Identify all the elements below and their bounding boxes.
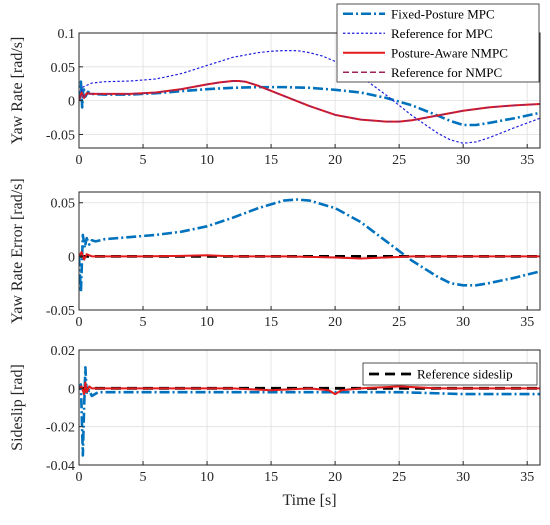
y-tick-label: -0.05 bbox=[46, 304, 75, 319]
x-tick-label: 5 bbox=[140, 470, 147, 485]
x-tick-label: 0 bbox=[76, 153, 83, 168]
y-tick-label: -0.05 bbox=[46, 128, 75, 143]
y-tick-label: -0.04 bbox=[46, 459, 75, 474]
x-tick-label: 30 bbox=[456, 470, 470, 485]
y-axis-label: Yaw Rate Error [rad/s] bbox=[9, 178, 26, 323]
x-tick-label: 20 bbox=[328, 315, 342, 330]
series-line-2 bbox=[79, 381, 540, 396]
y-tick-label: 0.02 bbox=[51, 344, 76, 359]
x-tick-label: 10 bbox=[200, 470, 214, 485]
x-tick-label: 25 bbox=[392, 315, 406, 330]
x-tick-label: 0 bbox=[76, 470, 83, 485]
y-tick-label: -0.02 bbox=[46, 421, 75, 436]
legend-entry-label: Fixed-Posture MPC bbox=[391, 6, 495, 21]
axes-box bbox=[78, 32, 541, 149]
legend-entry-label: Posture-Aware NMPC bbox=[391, 45, 508, 60]
x-tick-label: 35 bbox=[520, 153, 534, 168]
legend: Reference sideslip bbox=[362, 362, 538, 386]
x-tick-label: 0 bbox=[76, 315, 83, 330]
x-tick-label: 35 bbox=[520, 470, 534, 485]
legend-entry-label: Reference for MPC bbox=[391, 26, 493, 41]
axes-box bbox=[78, 191, 541, 311]
series-line-1 bbox=[79, 198, 540, 294]
y-tick-label: 0 bbox=[68, 250, 75, 265]
y-tick-label: 0 bbox=[68, 382, 75, 397]
x-tick-label: 5 bbox=[140, 315, 147, 330]
sideslip-panel: 0 5 10 15 20 25 30 35 -0.04 -0.02 0 0.02 Sideslip [r… bbox=[9, 344, 541, 509]
series-line-3 bbox=[79, 80, 540, 123]
series-line-0 bbox=[79, 80, 540, 127]
x-tick-label: 10 bbox=[200, 153, 214, 168]
x-tick-label: 15 bbox=[264, 470, 278, 485]
x-axis-label: Time [s] bbox=[282, 492, 336, 509]
x-tick-label: 10 bbox=[200, 315, 214, 330]
x-tick-label: 25 bbox=[392, 153, 406, 168]
axes-box bbox=[78, 349, 541, 466]
x-tick-label: 20 bbox=[328, 470, 342, 485]
x-tick-label: 30 bbox=[456, 153, 470, 168]
x-tick-label: 20 bbox=[328, 153, 342, 168]
y-tick-label: 0.05 bbox=[51, 197, 76, 212]
y-tick-label: 0.05 bbox=[51, 61, 76, 76]
y-axis-label: Yaw Rate [rad/s] bbox=[9, 37, 26, 145]
x-tick-label: 5 bbox=[140, 153, 147, 168]
series-line-1 bbox=[79, 49, 540, 144]
y-tick-label: 0.1 bbox=[58, 27, 76, 42]
x-tick-label: 15 bbox=[264, 315, 278, 330]
x-tick-label: 15 bbox=[264, 153, 278, 168]
y-axis-label: Sideslip [rad] bbox=[9, 364, 26, 451]
series-line-2 bbox=[79, 251, 540, 261]
y-tick-label: 0 bbox=[68, 95, 75, 110]
x-tick-label: 30 bbox=[456, 315, 470, 330]
legend-entry-label: Reference for NMPC bbox=[391, 65, 502, 80]
legend: Fixed-Posture MPC Reference for MPC Postur… bbox=[336, 3, 540, 83]
legend-entry-label: Reference sideslip bbox=[417, 367, 513, 382]
x-tick-label: 35 bbox=[520, 315, 534, 330]
x-tick-label: 25 bbox=[392, 470, 406, 485]
